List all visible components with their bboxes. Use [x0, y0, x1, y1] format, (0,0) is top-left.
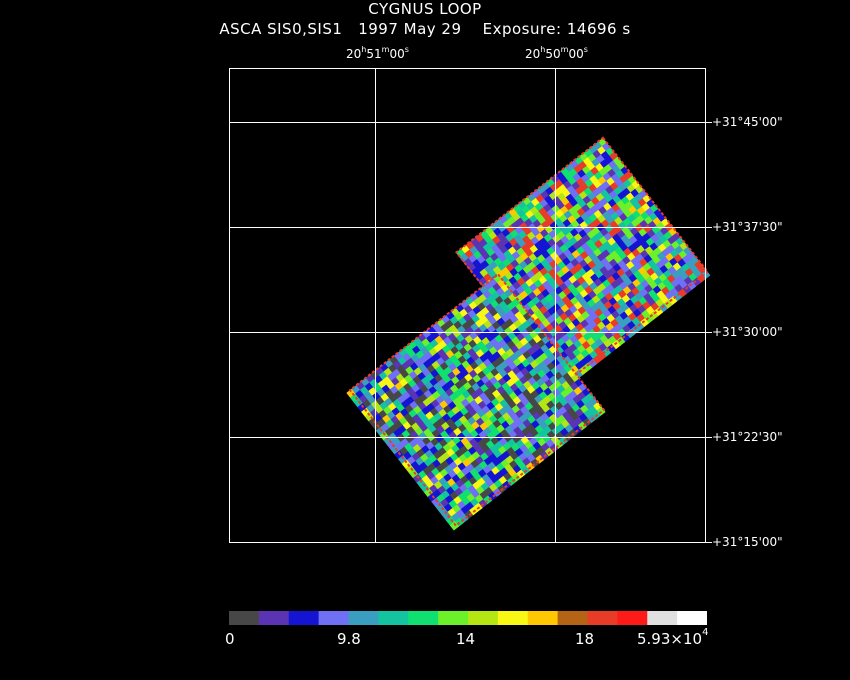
colorbar-segment [677, 611, 707, 625]
exposure-label: Exposure: 14696 s [482, 20, 631, 38]
colorbar-segment [527, 611, 559, 625]
colorbar-segment [557, 611, 589, 625]
colorbar-label-4: 18 [575, 630, 595, 648]
colorbar-segment [229, 611, 260, 625]
colorbar-segment [617, 611, 648, 625]
colorbar-segment [587, 611, 618, 625]
sis1-chip-image [346, 272, 606, 531]
colorbar-segment [468, 611, 499, 625]
colorbar-segment [348, 611, 379, 625]
colorbar-segment [318, 611, 350, 625]
observation-date: 1997 May 29 [358, 20, 462, 38]
colorbar-label-2: 9.8 [337, 630, 361, 648]
dec-tick-label-5: +31°15'00" [712, 535, 783, 549]
colorbar-segment [497, 611, 529, 625]
colorbar-segment [438, 611, 469, 625]
colorbar-label-max: 5.93×104 [637, 627, 709, 648]
colorbar-segment [378, 611, 409, 625]
instrument-label: ASCA SIS0,SIS1 [219, 20, 343, 38]
colorbar-label-3: 14 [456, 630, 476, 648]
dec-tick-label-4: +31°22'30" [712, 430, 783, 444]
plot-frame [229, 68, 706, 543]
plot-title: CYGNUS LOOP [368, 0, 482, 18]
plot-subtitle: ASCA SIS0,SIS1 1997 May 29 Exposure: 146… [0, 20, 850, 38]
colorbar-segment [288, 611, 320, 625]
dec-tick-label-2: +31°37'30" [712, 220, 783, 234]
colorbar-segment [647, 611, 678, 625]
sky-image-plot [229, 68, 712, 543]
ra-tick-label-1: 20h51m00s [346, 45, 409, 61]
colorbar [229, 611, 707, 625]
ra-tick-label-2: 20h50m00s [525, 45, 588, 61]
colorbar-label-min: 0 [225, 630, 235, 648]
dec-tick-label-1: +31°45'00" [712, 115, 783, 129]
colorbar-segment [408, 611, 439, 625]
dec-tick-label-3: +31°30'00" [712, 325, 783, 339]
colorbar-segment [258, 611, 290, 625]
